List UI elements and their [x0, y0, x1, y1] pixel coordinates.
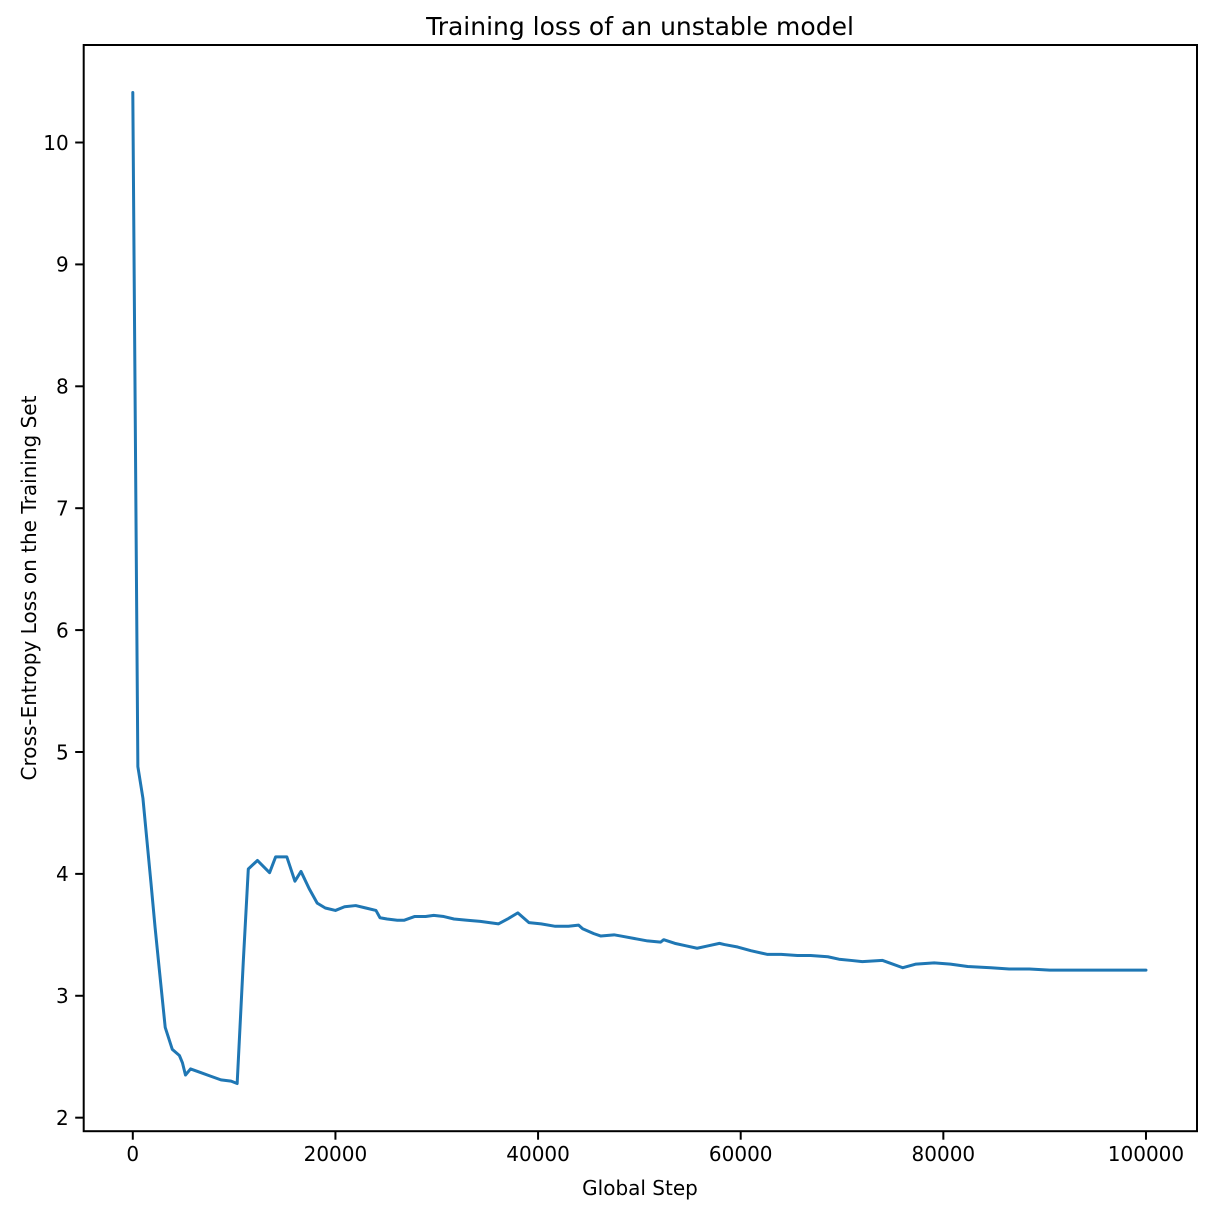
x-tick-label: 80000: [912, 1142, 976, 1166]
x-tick-label: 20000: [304, 1142, 368, 1166]
loss-curve: [131, 91, 1148, 1086]
y-tick-label: 10: [43, 131, 68, 155]
x-axis-label: Global Step: [582, 1176, 698, 1200]
x-tick-label: 100000: [1108, 1142, 1184, 1166]
y-tick-label: 3: [56, 984, 69, 1008]
y-tick-label: 4: [56, 862, 69, 886]
x-tick-label: 60000: [709, 1142, 773, 1166]
chart-title: Training loss of an unstable model: [426, 12, 854, 41]
axes-spines: [82, 44, 1199, 1133]
y-axis-label: Cross-Entropy Loss on the Training Set: [17, 395, 41, 781]
y-tick-label: 7: [56, 496, 69, 520]
y-tick-label: 6: [56, 618, 69, 642]
x-tick-label: 40000: [506, 1142, 570, 1166]
x-tick-label: 0: [126, 1142, 139, 1166]
y-tick-label: 8: [56, 375, 69, 399]
y-tick-label: 9: [56, 253, 69, 277]
y-tick-label: 2: [56, 1106, 69, 1130]
y-tick-label: 5: [56, 740, 69, 764]
